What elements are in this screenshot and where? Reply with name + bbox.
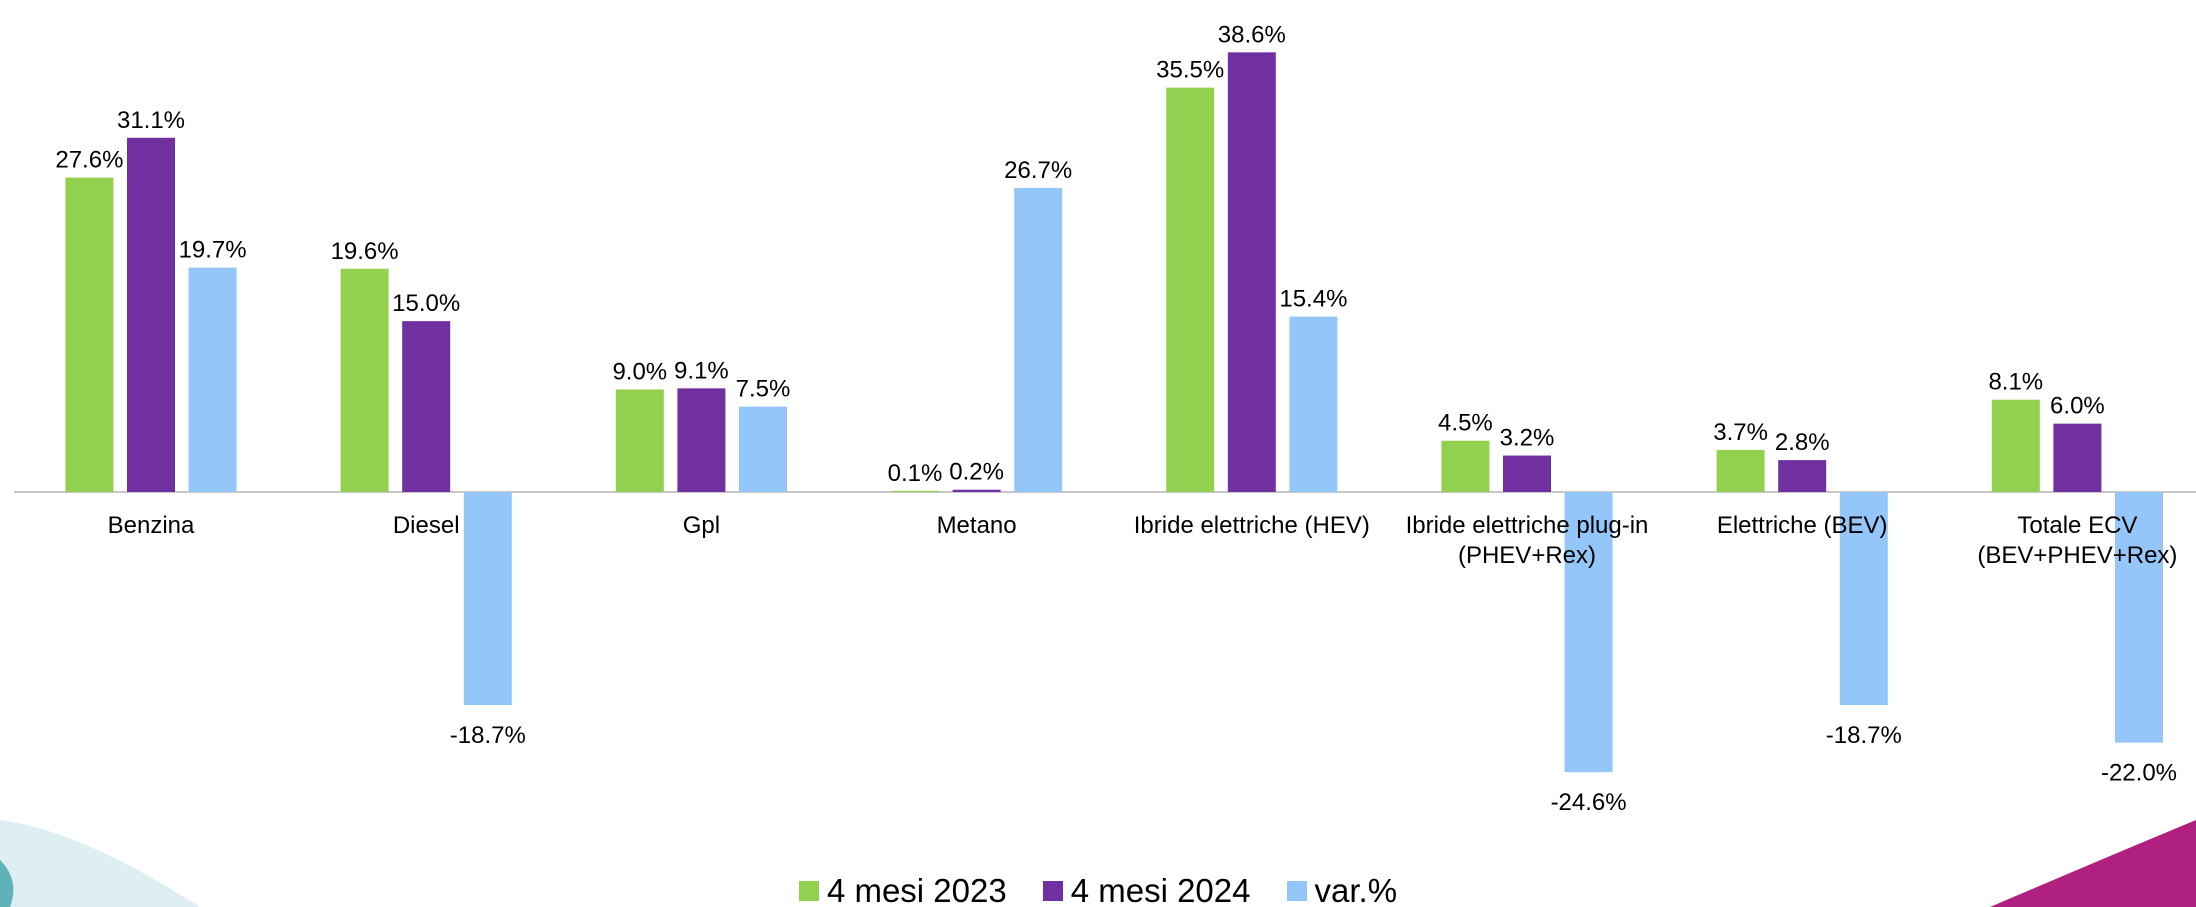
bar [402,321,451,492]
data-label: 3.2% [1500,425,1555,452]
data-label: 4.5% [1438,410,1493,437]
data-label: -18.7% [1826,722,1902,749]
data-label: 3.7% [1713,419,1768,446]
data-label: 0.2% [949,459,1004,486]
data-label: 27.6% [55,147,123,174]
data-label: 15.4% [1279,286,1347,313]
data-label: 8.1% [1988,369,2043,396]
data-label: 2.8% [1775,429,1830,456]
data-label: 6.0% [2050,393,2105,420]
data-label: 9.0% [612,358,667,385]
decoration [0,820,200,907]
bar [1014,187,1063,492]
data-label: 19.6% [331,238,399,265]
data-label: 31.1% [117,107,185,134]
bar [65,177,114,493]
data-label: -22.0% [2101,760,2177,787]
bar [463,492,512,705]
data-label: 9.1% [674,357,729,384]
legend-swatch [1042,881,1063,901]
x-tick-label: Ibride elettriche (HEV) [1133,512,1370,539]
legend-swatch [798,881,819,901]
legend-label: 4 mesi 2024 [1070,872,1251,907]
bar [340,268,389,492]
legend-item: 4 mesi 2023 [798,872,1007,907]
legend-label: var.% [1314,872,1398,907]
data-label: 35.5% [1156,57,1224,84]
legend-item: var.% [1286,872,1398,907]
x-tick-label: Gpl [682,512,721,539]
bar [891,490,939,492]
bar [1166,87,1215,492]
bar [1564,492,1613,773]
bar [1503,455,1551,492]
bar [1716,449,1765,492]
data-label: 7.5% [736,376,791,403]
legend-label: 4 mesi 2023 [826,872,1007,907]
legend-item: 4 mesi 2024 [1042,872,1251,907]
bar [127,137,175,492]
bar [952,489,1001,492]
decoration [1990,820,2196,907]
bar [1227,52,1276,492]
legend: 4 mesi 2023 4 mesi 2024 var.% [0,872,2196,907]
bar [1839,492,1888,705]
legend-swatch [1286,881,1307,901]
x-tick-label: Metano [936,512,1017,539]
bar [1289,316,1338,492]
x-tick-label: Totale ECV (BEV+PHEV+Rex) [1977,512,2178,569]
data-label: 15.0% [392,290,460,317]
bar [1778,460,1827,492]
bar [1441,440,1490,492]
data-label: 26.7% [1004,157,1072,184]
bar [739,406,787,492]
decoration [0,860,14,907]
data-label: 0.1% [888,460,943,487]
bar [677,388,726,492]
data-label: -18.7% [450,722,526,749]
x-tick-label: Ibride elettriche plug-in (PHEV+Rex) [1405,512,1649,569]
data-label: 19.7% [179,237,247,264]
bar [1991,399,2040,492]
bar [2053,423,2102,492]
data-label: -24.6% [1551,789,1627,816]
bar [2115,492,2163,743]
x-tick-label: Diesel [392,512,460,539]
bar [188,267,237,492]
data-label: 38.6% [1218,21,1286,48]
x-tick-label: Elettriche (BEV) [1716,512,1888,539]
x-tick-label: Benzina [107,512,195,539]
bar [615,389,664,492]
